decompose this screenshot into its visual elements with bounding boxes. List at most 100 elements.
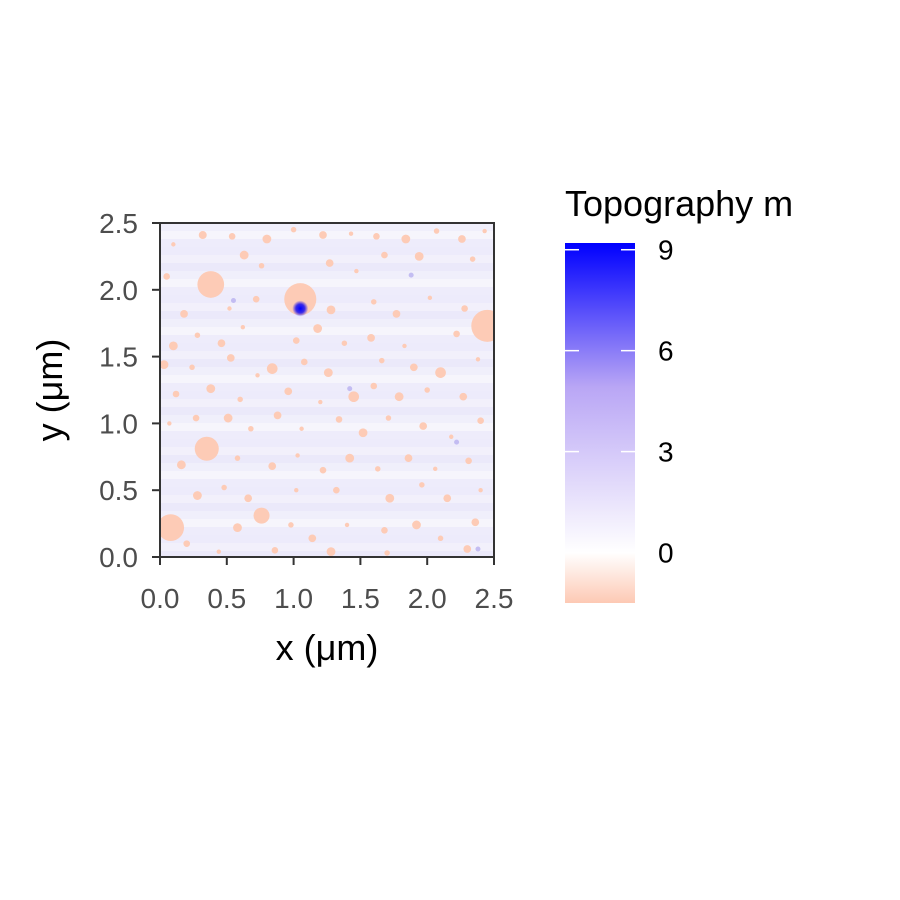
particle-small — [228, 233, 236, 240]
scan-line — [160, 383, 494, 391]
particle-large — [348, 391, 360, 403]
particle-small — [326, 305, 336, 315]
particle-small — [419, 422, 428, 430]
particle-small — [385, 415, 392, 421]
particle-small — [412, 520, 421, 530]
x-tick-label: 0.5 — [207, 583, 246, 614]
scan-line — [160, 375, 494, 383]
particle-small — [459, 392, 468, 401]
colorbar-tick-label: 3 — [658, 437, 674, 468]
particle-small — [354, 268, 359, 274]
heatmap-panel — [159, 222, 495, 558]
particle-small — [288, 522, 294, 528]
scan-line — [160, 535, 494, 543]
particle-small — [319, 231, 327, 239]
particle-small — [206, 384, 216, 394]
scan-line — [160, 543, 494, 551]
particle-small — [427, 295, 433, 301]
scan-line — [160, 455, 494, 463]
x-tick-label: 1.5 — [341, 583, 380, 614]
particle-small — [240, 325, 246, 330]
x-tick-label: 1.0 — [274, 583, 313, 614]
scan-line — [160, 351, 494, 359]
particle-small — [379, 357, 385, 364]
particle-small — [258, 263, 265, 269]
particle-small — [381, 251, 388, 259]
particle-small — [424, 387, 430, 393]
particle-small — [401, 234, 411, 244]
particle-small — [318, 399, 323, 405]
particle-small — [319, 466, 327, 474]
colorbar-tick-label: 9 — [658, 235, 674, 266]
scan-line — [160, 439, 494, 447]
particle-large — [266, 363, 278, 374]
particle-small — [160, 360, 169, 370]
particle-small — [217, 339, 226, 348]
scan-line — [160, 271, 494, 279]
particle-small — [252, 295, 260, 303]
scan-line — [160, 311, 494, 319]
particle-small — [193, 491, 202, 500]
particle-small — [172, 390, 180, 398]
particles — [160, 226, 494, 557]
scan-line — [160, 343, 494, 351]
particle-small — [248, 425, 254, 432]
particle-small — [308, 534, 317, 543]
y-tick-label: 1.0 — [99, 408, 138, 439]
x-axis-title: x (μm) — [276, 627, 379, 668]
scan-line — [160, 327, 494, 335]
particle-small — [176, 460, 186, 470]
particle-small — [461, 305, 468, 312]
particle-small — [341, 340, 348, 346]
blue-spot — [230, 297, 236, 303]
scan-line — [160, 279, 494, 287]
scan-line — [160, 319, 494, 327]
particle-small — [373, 233, 380, 240]
particle-small — [292, 337, 300, 344]
scan-line — [160, 295, 494, 303]
particle-small — [171, 242, 176, 247]
particle-large — [471, 309, 494, 342]
particle-small — [326, 547, 336, 557]
particle-small — [192, 414, 200, 422]
scan-line — [160, 239, 494, 247]
particle-small — [180, 309, 188, 318]
legend-title: Topography m — [565, 183, 793, 224]
particle-small — [414, 252, 424, 261]
scan-line — [160, 359, 494, 367]
particle-small — [290, 226, 297, 233]
particle-large — [284, 283, 317, 316]
particle-small — [437, 535, 444, 542]
particle-small — [381, 526, 388, 534]
particle-small — [402, 343, 407, 349]
y-tick-label: 2.5 — [99, 208, 138, 239]
x-tick-label: 2.5 — [475, 583, 514, 614]
scan-line — [160, 247, 494, 255]
x-tick-label: 2.0 — [408, 583, 447, 614]
particle-small — [255, 373, 260, 378]
particle-small — [345, 453, 355, 463]
particle-small — [194, 332, 201, 338]
scan-line — [160, 527, 494, 535]
blue-spot — [408, 272, 414, 278]
particle-small — [244, 494, 253, 503]
particle-small — [299, 426, 304, 431]
particle-small — [168, 341, 178, 351]
scan-line — [160, 495, 494, 503]
scan-line — [160, 431, 494, 439]
particle-small — [163, 273, 170, 280]
particle-small — [367, 334, 375, 342]
scan-line — [160, 263, 494, 271]
blue-spots — [230, 272, 481, 552]
scan-line — [160, 415, 494, 423]
particle-small — [371, 299, 377, 305]
y-axis-title: y (μm) — [29, 339, 70, 442]
particle-small — [183, 540, 191, 547]
scan-line — [160, 335, 494, 343]
y-tick-label: 0.0 — [99, 542, 138, 573]
scan-line — [160, 463, 494, 471]
particle-small — [449, 434, 454, 439]
particle-small — [453, 330, 460, 338]
y-tick-label: 0.5 — [99, 475, 138, 506]
